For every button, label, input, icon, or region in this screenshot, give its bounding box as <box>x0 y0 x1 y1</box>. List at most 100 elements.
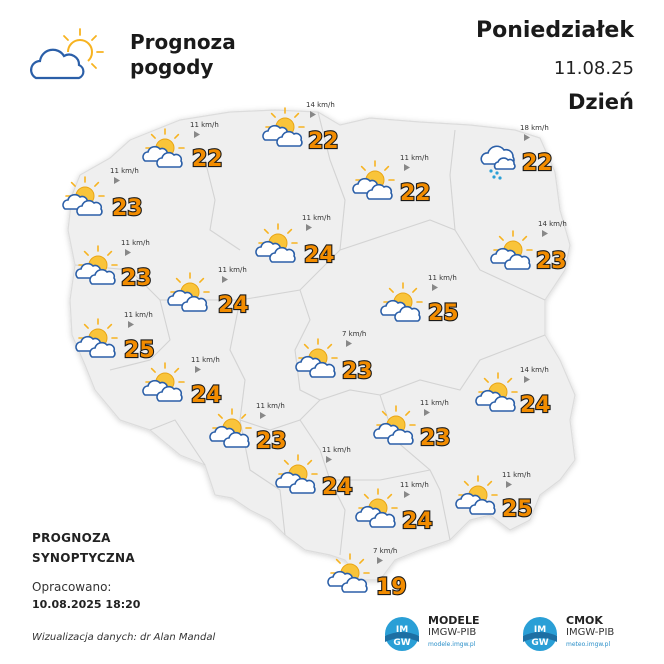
wind-direction-icon <box>310 111 316 118</box>
wind-direction-icon <box>506 481 512 488</box>
prepared-label: Opracowano: <box>32 580 112 594</box>
imgw-badge-icon: IM GW <box>523 617 557 651</box>
wind-direction-icon <box>346 340 352 347</box>
wind-speed-label: 11 km/h <box>400 154 429 162</box>
badge-bottom-text: GW <box>531 638 548 648</box>
station-marker: 11 km/h 23 <box>373 399 452 452</box>
wind-direction-icon <box>542 230 548 237</box>
badge-bottom-text: GW <box>393 638 410 648</box>
temperature-label: 24 <box>191 383 222 408</box>
wind-direction-icon <box>195 366 201 373</box>
forecast-type-line-1: PROGNOZA <box>32 531 111 545</box>
wind-speed-label: 18 km/h <box>520 124 549 132</box>
wind-direction-icon <box>424 409 430 416</box>
wind-direction-icon <box>524 376 530 383</box>
temperature-label: 23 <box>121 266 152 291</box>
station-marker: 11 km/h 25 <box>380 274 460 327</box>
station-marker: 11 km/h 23 <box>75 239 153 292</box>
header-weather-icon <box>30 28 104 80</box>
wind-direction-icon <box>306 224 312 231</box>
wind-direction-icon <box>404 491 410 498</box>
wind-speed-label: 11 km/h <box>502 471 531 479</box>
wind-direction-icon <box>432 284 438 291</box>
logo-sub: IMGW-PIB <box>566 627 615 638</box>
wind-speed-label: 11 km/h <box>121 239 150 247</box>
station-marker: 14 km/h 24 <box>475 366 552 419</box>
wind-direction-icon <box>194 131 200 138</box>
station-marker: 11 km/h 24 <box>275 446 354 501</box>
modele-logo: IM GW MODELE IMGW-PIB modele.imgw.pl <box>382 614 502 654</box>
badge-top-text: IM <box>396 625 408 635</box>
temperature-label: 22 <box>400 181 431 206</box>
temperature-label: 23 <box>420 426 451 451</box>
wind-speed-label: 11 km/h <box>110 167 139 175</box>
temperature-label: 24 <box>402 509 433 534</box>
wind-direction-icon <box>114 177 120 184</box>
forecast-day: Poniedziałek <box>475 18 634 43</box>
wind-direction-icon <box>260 412 266 419</box>
station-marker: 11 km/h 22 <box>352 154 432 207</box>
prepared-datetime: 10.08.2025 18:20 <box>32 598 141 611</box>
station-marker: 11 km/h 24 <box>255 214 336 269</box>
forecast-date: 11.08.25 <box>553 58 634 79</box>
logo-name: MODELE <box>428 614 480 627</box>
wind-direction-icon <box>128 321 134 328</box>
temperature-label: 22 <box>522 151 553 176</box>
wind-speed-label: 11 km/h <box>190 121 219 129</box>
temperature-label: 23 <box>536 249 567 274</box>
temperature-label: 25 <box>502 497 533 522</box>
wind-speed-label: 14 km/h <box>520 366 549 374</box>
temperature-label: 23 <box>342 359 373 384</box>
wind-speed-label: 11 km/h <box>420 399 449 407</box>
wind-direction-icon <box>404 164 410 171</box>
page-title: Prognoza pogody <box>130 30 236 80</box>
station-marker: 7 km/h 23 <box>295 330 374 385</box>
logo-sub: IMGW-PIB <box>428 627 477 638</box>
wind-direction-icon <box>326 456 332 463</box>
station-marker: 11 km/h 23 <box>209 402 288 455</box>
wind-speed-label: 11 km/h <box>400 481 429 489</box>
forecast-type-line-2: SYNOPTYCZNA <box>32 551 135 565</box>
station-marker: 18 km/h 22 <box>480 124 554 181</box>
wind-direction-icon <box>222 276 228 283</box>
temperature-label: 22 <box>192 147 223 172</box>
visualization-credit: Wizualizacja danych: dr Alan Mandal <box>32 632 216 643</box>
wind-direction-icon <box>125 249 131 256</box>
temperature-label: 25 <box>124 338 155 363</box>
wind-speed-label: 11 km/h <box>191 356 220 364</box>
wind-speed-label: 14 km/h <box>306 101 335 109</box>
imgw-badge-icon: IM GW <box>385 617 419 651</box>
temperature-label: 24 <box>304 243 335 268</box>
wind-speed-label: 7 km/h <box>342 330 366 338</box>
wind-speed-label: 11 km/h <box>124 311 153 319</box>
wind-direction-icon <box>524 134 530 141</box>
wind-speed-label: 11 km/h <box>256 402 285 410</box>
station-marker: 11 km/h 22 <box>142 121 224 173</box>
wind-speed-label: 11 km/h <box>428 274 457 282</box>
station-marker: 14 km/h 22 <box>262 101 340 155</box>
station-marker: 11 km/h 24 <box>355 481 434 535</box>
temperature-label: 24 <box>218 293 249 318</box>
wind-speed-label: 11 km/h <box>218 266 247 274</box>
cmok-logo: IM GW CMOK IMGW-PIB meteo.imgw.pl <box>520 614 640 654</box>
temperature-label: 25 <box>428 301 459 326</box>
temperature-label: 23 <box>256 429 287 454</box>
temperature-label: 19 <box>376 575 407 600</box>
station-marker: 14 km/h 23 <box>490 220 568 275</box>
station-marker: 11 km/h 24 <box>167 266 250 319</box>
logo-url: modele.imgw.pl <box>428 641 476 648</box>
station-marker: 11 km/h 25 <box>455 471 534 523</box>
wind-speed-label: 14 km/h <box>538 220 567 228</box>
logo-name: CMOK <box>566 614 603 627</box>
wind-speed-label: 7 km/h <box>373 547 397 555</box>
badge-top-text: IM <box>534 625 546 635</box>
logo-url: meteo.imgw.pl <box>566 641 611 648</box>
temperature-label: 23 <box>112 196 143 221</box>
station-marker: 11 km/h 24 <box>142 356 223 409</box>
forecast-period: Dzień <box>567 90 634 114</box>
title-line-1: Prognoza <box>130 30 236 54</box>
station-marker: 11 km/h 23 <box>62 167 144 222</box>
wind-direction-icon <box>377 557 383 564</box>
